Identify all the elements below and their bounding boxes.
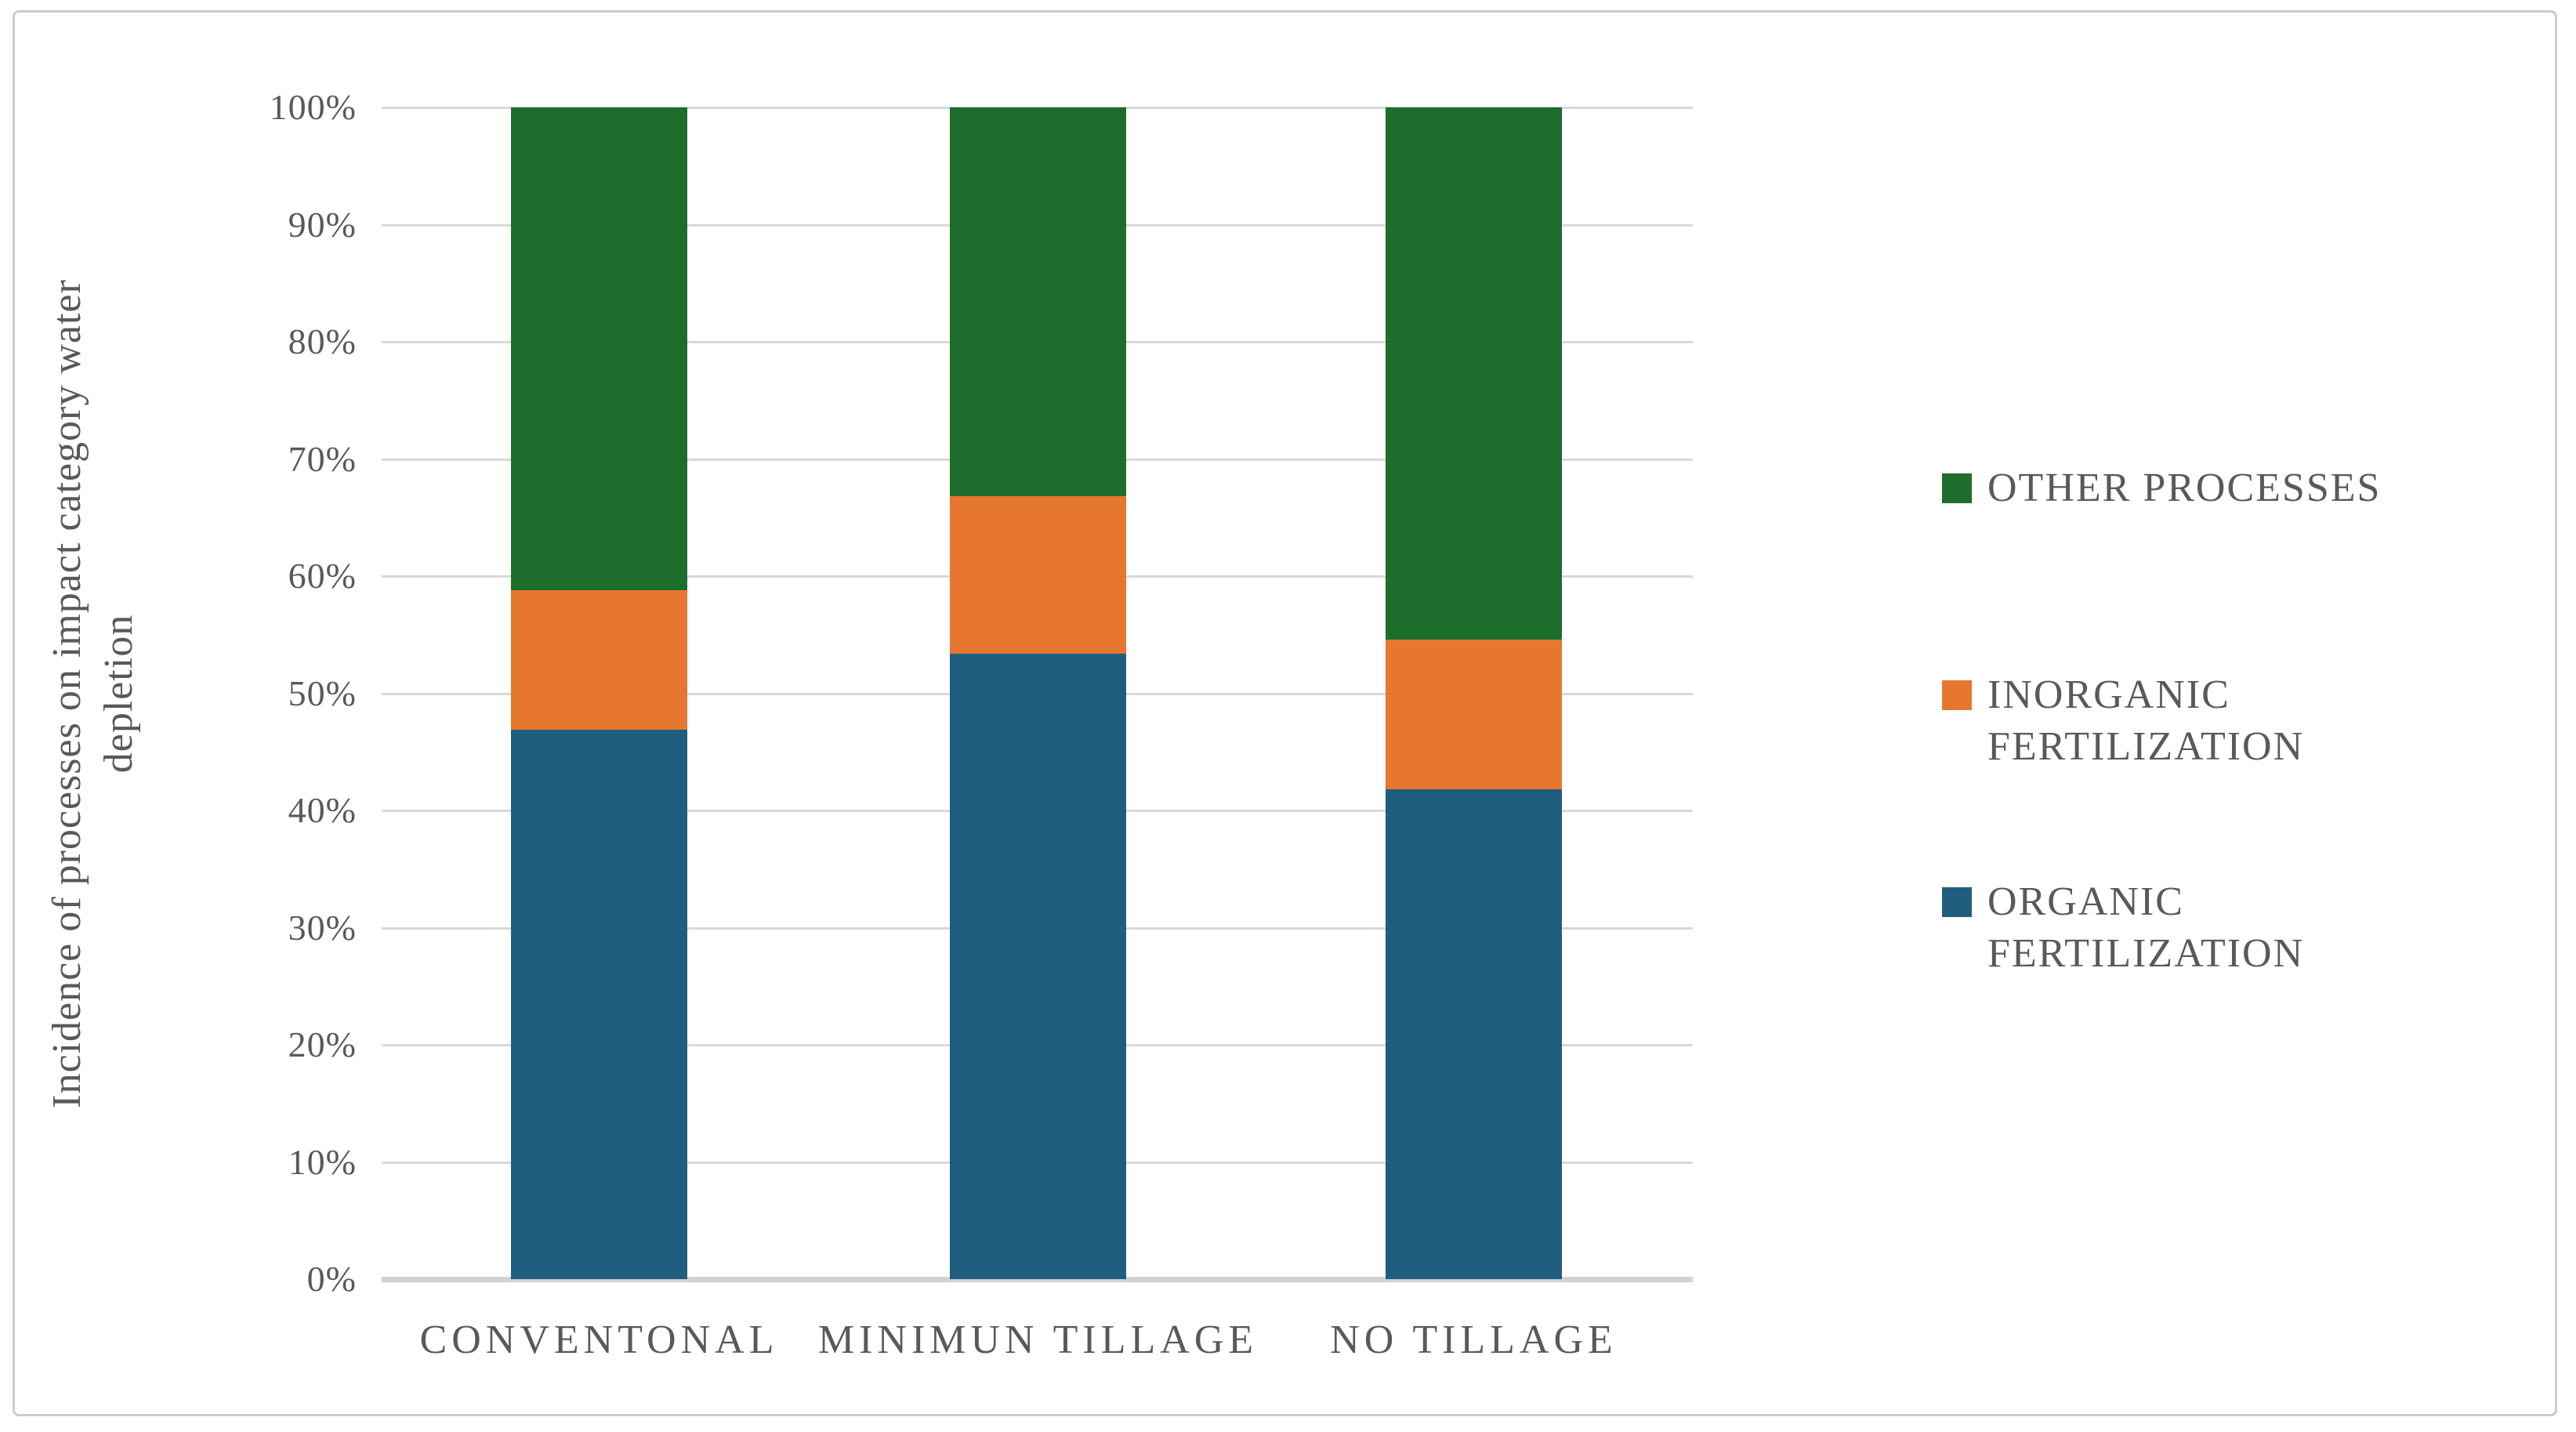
bar-segment-inorganic-fertilization [950, 496, 1126, 654]
x-category-label: CONVENTONAL [419, 1318, 779, 1362]
x-category-label: NO TILLAGE [1330, 1318, 1618, 1362]
y-tick-label: 80% [288, 321, 357, 361]
y-tick-label: 20% [288, 1024, 357, 1064]
bar-segment-other-processes [950, 107, 1126, 497]
y-tick-label: 50% [288, 672, 357, 713]
bar-segment-organic-fertilization [1386, 789, 1562, 1279]
stacked-bar-conventonal [511, 107, 687, 1279]
y-tick-label: 90% [288, 204, 357, 245]
legend-item-organic-fertilization: ORGANIC FERTILIZATION [1942, 876, 2304, 980]
y-tick-label: 70% [288, 438, 357, 479]
y-tick-label: 30% [288, 907, 357, 948]
legend-label: INORGANIC FERTILIZATION [1987, 672, 2305, 769]
stacked-bar-no-tillage [1386, 107, 1562, 1279]
y-axis-title: Incidence of processes on impact categor… [45, 279, 141, 1108]
figure-border [13, 10, 2557, 1416]
bar-segment-organic-fertilization [511, 729, 687, 1279]
stacked-bar-minimun-tillage [950, 107, 1126, 1279]
bar-segment-other-processes [511, 107, 687, 590]
y-tick-label: 10% [288, 1141, 357, 1182]
legend-swatch-icon [1942, 887, 1972, 917]
bar-segment-inorganic-fertilization [1386, 639, 1562, 790]
legend-swatch-icon [1942, 680, 1972, 710]
y-tick-label: 0% [306, 1259, 357, 1299]
legend-swatch-icon [1942, 473, 1972, 503]
bar-segment-inorganic-fertilization [511, 589, 687, 730]
y-tick-label: 40% [288, 790, 357, 830]
legend-label: OTHER PROCESSES [1987, 466, 2382, 510]
x-category-label: MINIMUN TILLAGE [817, 1318, 1259, 1362]
bar-segment-other-processes [1386, 107, 1562, 640]
legend-item-other processes: OTHER PROCESSES [1942, 462, 2381, 514]
legend-label: ORGANIC FERTILIZATION [1987, 879, 2305, 976]
x-axis-line [382, 1277, 1693, 1282]
y-tick-label: 60% [288, 556, 357, 596]
bar-segment-organic-fertilization [950, 653, 1126, 1279]
y-tick-label: 100% [269, 87, 357, 127]
legend-item-inorganic-fertilization: INORGANIC FERTILIZATION [1942, 669, 2304, 773]
